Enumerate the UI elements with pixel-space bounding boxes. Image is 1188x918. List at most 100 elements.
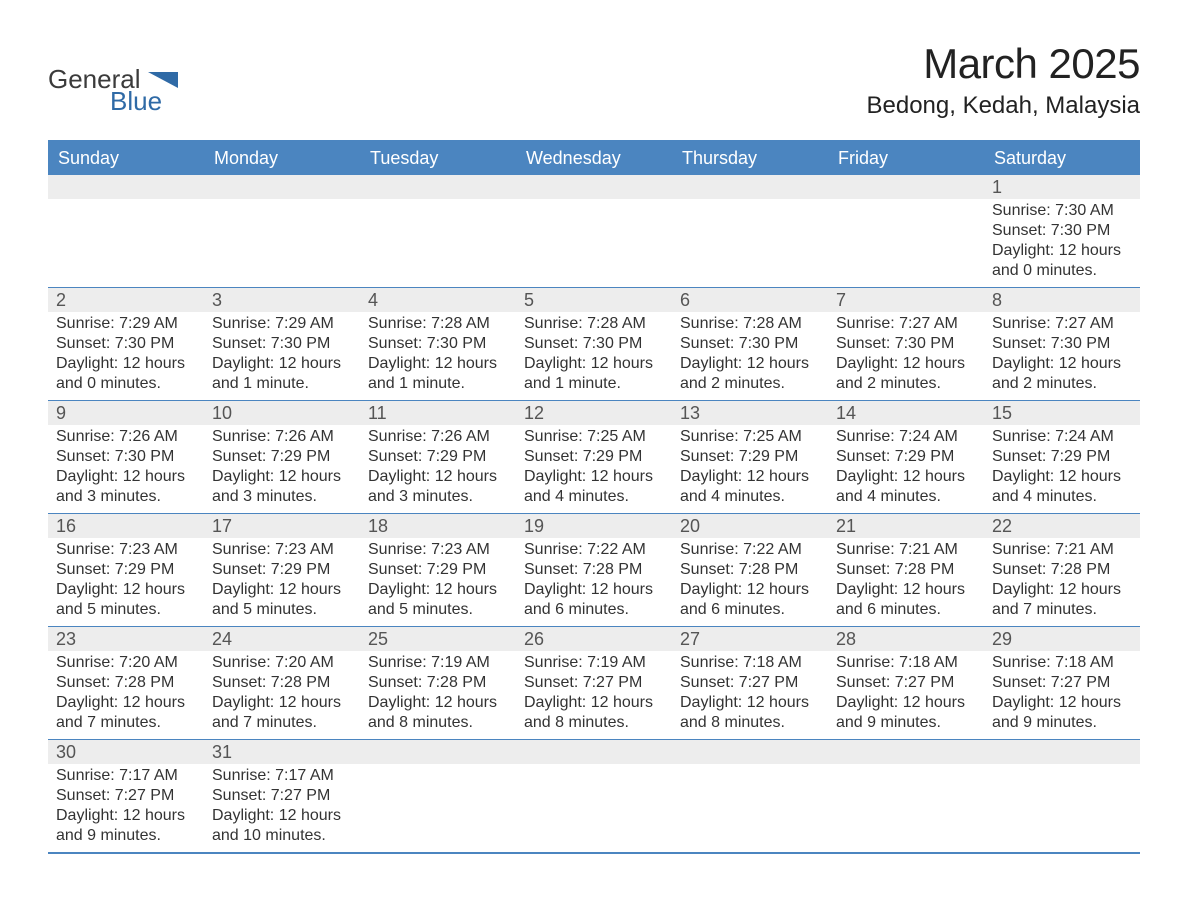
day-sunrise: Sunrise: 7:18 AM xyxy=(992,653,1132,673)
day-number: 13 xyxy=(672,401,828,425)
week-row: 1Sunrise: 7:30 AMSunset: 7:30 PMDaylight… xyxy=(48,175,1140,287)
day-sunset: Sunset: 7:29 PM xyxy=(524,447,664,467)
day-sunrise: Sunrise: 7:19 AM xyxy=(524,653,664,673)
day-number: 29 xyxy=(984,627,1140,651)
day-cell xyxy=(516,175,672,287)
day-number: 26 xyxy=(516,627,672,651)
day-cell: 3Sunrise: 7:29 AMSunset: 7:30 PMDaylight… xyxy=(204,288,360,400)
day-cell: 27Sunrise: 7:18 AMSunset: 7:27 PMDayligh… xyxy=(672,627,828,739)
day-number xyxy=(360,740,516,764)
day-body: Sunrise: 7:28 AMSunset: 7:30 PMDaylight:… xyxy=(360,312,516,400)
day-dl1: Daylight: 12 hours xyxy=(368,580,508,600)
day-cell xyxy=(360,740,516,852)
day-sunset: Sunset: 7:29 PM xyxy=(368,447,508,467)
day-body xyxy=(828,764,984,772)
day-dl1: Daylight: 12 hours xyxy=(212,467,352,487)
day-cell xyxy=(828,740,984,852)
day-sunset: Sunset: 7:27 PM xyxy=(212,786,352,806)
day-cell: 28Sunrise: 7:18 AMSunset: 7:27 PMDayligh… xyxy=(828,627,984,739)
day-body: Sunrise: 7:17 AMSunset: 7:27 PMDaylight:… xyxy=(48,764,204,852)
day-dl2: and 5 minutes. xyxy=(368,600,508,620)
day-cell xyxy=(828,175,984,287)
day-body: Sunrise: 7:20 AMSunset: 7:28 PMDaylight:… xyxy=(48,651,204,739)
day-dl2: and 1 minute. xyxy=(212,374,352,394)
day-dl2: and 7 minutes. xyxy=(56,713,196,733)
day-dl1: Daylight: 12 hours xyxy=(836,354,976,374)
day-dl1: Daylight: 12 hours xyxy=(56,693,196,713)
day-cell: 11Sunrise: 7:26 AMSunset: 7:29 PMDayligh… xyxy=(360,401,516,513)
weekday-header-cell: Wednesday xyxy=(516,142,672,175)
location-subtitle: Bedong, Kedah, Malaysia xyxy=(866,92,1140,120)
day-cell: 6Sunrise: 7:28 AMSunset: 7:30 PMDaylight… xyxy=(672,288,828,400)
day-sunset: Sunset: 7:27 PM xyxy=(680,673,820,693)
day-cell: 29Sunrise: 7:18 AMSunset: 7:27 PMDayligh… xyxy=(984,627,1140,739)
day-sunrise: Sunrise: 7:17 AM xyxy=(56,766,196,786)
day-cell xyxy=(516,740,672,852)
day-body: Sunrise: 7:23 AMSunset: 7:29 PMDaylight:… xyxy=(360,538,516,626)
day-body: Sunrise: 7:29 AMSunset: 7:30 PMDaylight:… xyxy=(204,312,360,400)
day-body: Sunrise: 7:25 AMSunset: 7:29 PMDaylight:… xyxy=(672,425,828,513)
day-body: Sunrise: 7:22 AMSunset: 7:28 PMDaylight:… xyxy=(516,538,672,626)
day-number: 19 xyxy=(516,514,672,538)
day-dl2: and 6 minutes. xyxy=(836,600,976,620)
day-sunrise: Sunrise: 7:21 AM xyxy=(992,540,1132,560)
day-dl1: Daylight: 12 hours xyxy=(992,467,1132,487)
day-number: 3 xyxy=(204,288,360,312)
day-number: 20 xyxy=(672,514,828,538)
day-sunrise: Sunrise: 7:26 AM xyxy=(56,427,196,447)
day-number: 31 xyxy=(204,740,360,764)
day-cell xyxy=(672,740,828,852)
day-number: 15 xyxy=(984,401,1140,425)
day-sunset: Sunset: 7:30 PM xyxy=(56,334,196,354)
day-sunrise: Sunrise: 7:23 AM xyxy=(368,540,508,560)
day-dl1: Daylight: 12 hours xyxy=(992,354,1132,374)
day-dl1: Daylight: 12 hours xyxy=(836,467,976,487)
day-cell: 1Sunrise: 7:30 AMSunset: 7:30 PMDaylight… xyxy=(984,175,1140,287)
day-number: 16 xyxy=(48,514,204,538)
day-dl1: Daylight: 12 hours xyxy=(524,354,664,374)
weekday-header-cell: Thursday xyxy=(672,142,828,175)
day-number: 27 xyxy=(672,627,828,651)
day-body: Sunrise: 7:27 AMSunset: 7:30 PMDaylight:… xyxy=(828,312,984,400)
day-cell: 8Sunrise: 7:27 AMSunset: 7:30 PMDaylight… xyxy=(984,288,1140,400)
day-sunset: Sunset: 7:29 PM xyxy=(56,560,196,580)
day-cell xyxy=(204,175,360,287)
day-body: Sunrise: 7:24 AMSunset: 7:29 PMDaylight:… xyxy=(828,425,984,513)
day-body: Sunrise: 7:19 AMSunset: 7:27 PMDaylight:… xyxy=(516,651,672,739)
day-dl2: and 5 minutes. xyxy=(56,600,196,620)
weekday-header-cell: Tuesday xyxy=(360,142,516,175)
day-dl1: Daylight: 12 hours xyxy=(368,467,508,487)
day-cell xyxy=(984,740,1140,852)
day-body: Sunrise: 7:20 AMSunset: 7:28 PMDaylight:… xyxy=(204,651,360,739)
day-cell: 20Sunrise: 7:22 AMSunset: 7:28 PMDayligh… xyxy=(672,514,828,626)
day-sunrise: Sunrise: 7:26 AM xyxy=(368,427,508,447)
day-cell: 16Sunrise: 7:23 AMSunset: 7:29 PMDayligh… xyxy=(48,514,204,626)
day-number: 7 xyxy=(828,288,984,312)
day-sunrise: Sunrise: 7:27 AM xyxy=(836,314,976,334)
day-cell: 26Sunrise: 7:19 AMSunset: 7:27 PMDayligh… xyxy=(516,627,672,739)
day-dl2: and 0 minutes. xyxy=(992,261,1132,281)
day-sunrise: Sunrise: 7:17 AM xyxy=(212,766,352,786)
day-dl2: and 9 minutes. xyxy=(56,826,196,846)
day-cell: 14Sunrise: 7:24 AMSunset: 7:29 PMDayligh… xyxy=(828,401,984,513)
day-dl2: and 1 minute. xyxy=(368,374,508,394)
day-body: Sunrise: 7:18 AMSunset: 7:27 PMDaylight:… xyxy=(828,651,984,739)
day-dl2: and 7 minutes. xyxy=(992,600,1132,620)
day-cell: 19Sunrise: 7:22 AMSunset: 7:28 PMDayligh… xyxy=(516,514,672,626)
brand-logo: General Blue xyxy=(48,40,198,126)
day-number xyxy=(360,175,516,199)
day-sunset: Sunset: 7:29 PM xyxy=(680,447,820,467)
day-body: Sunrise: 7:25 AMSunset: 7:29 PMDaylight:… xyxy=(516,425,672,513)
day-number: 5 xyxy=(516,288,672,312)
day-sunrise: Sunrise: 7:30 AM xyxy=(992,201,1132,221)
day-cell: 18Sunrise: 7:23 AMSunset: 7:29 PMDayligh… xyxy=(360,514,516,626)
day-number xyxy=(672,740,828,764)
day-number xyxy=(516,740,672,764)
day-dl2: and 4 minutes. xyxy=(680,487,820,507)
day-sunrise: Sunrise: 7:20 AM xyxy=(212,653,352,673)
day-sunset: Sunset: 7:29 PM xyxy=(992,447,1132,467)
day-body: Sunrise: 7:26 AMSunset: 7:29 PMDaylight:… xyxy=(360,425,516,513)
day-sunset: Sunset: 7:29 PM xyxy=(212,447,352,467)
day-sunrise: Sunrise: 7:25 AM xyxy=(680,427,820,447)
day-number: 10 xyxy=(204,401,360,425)
